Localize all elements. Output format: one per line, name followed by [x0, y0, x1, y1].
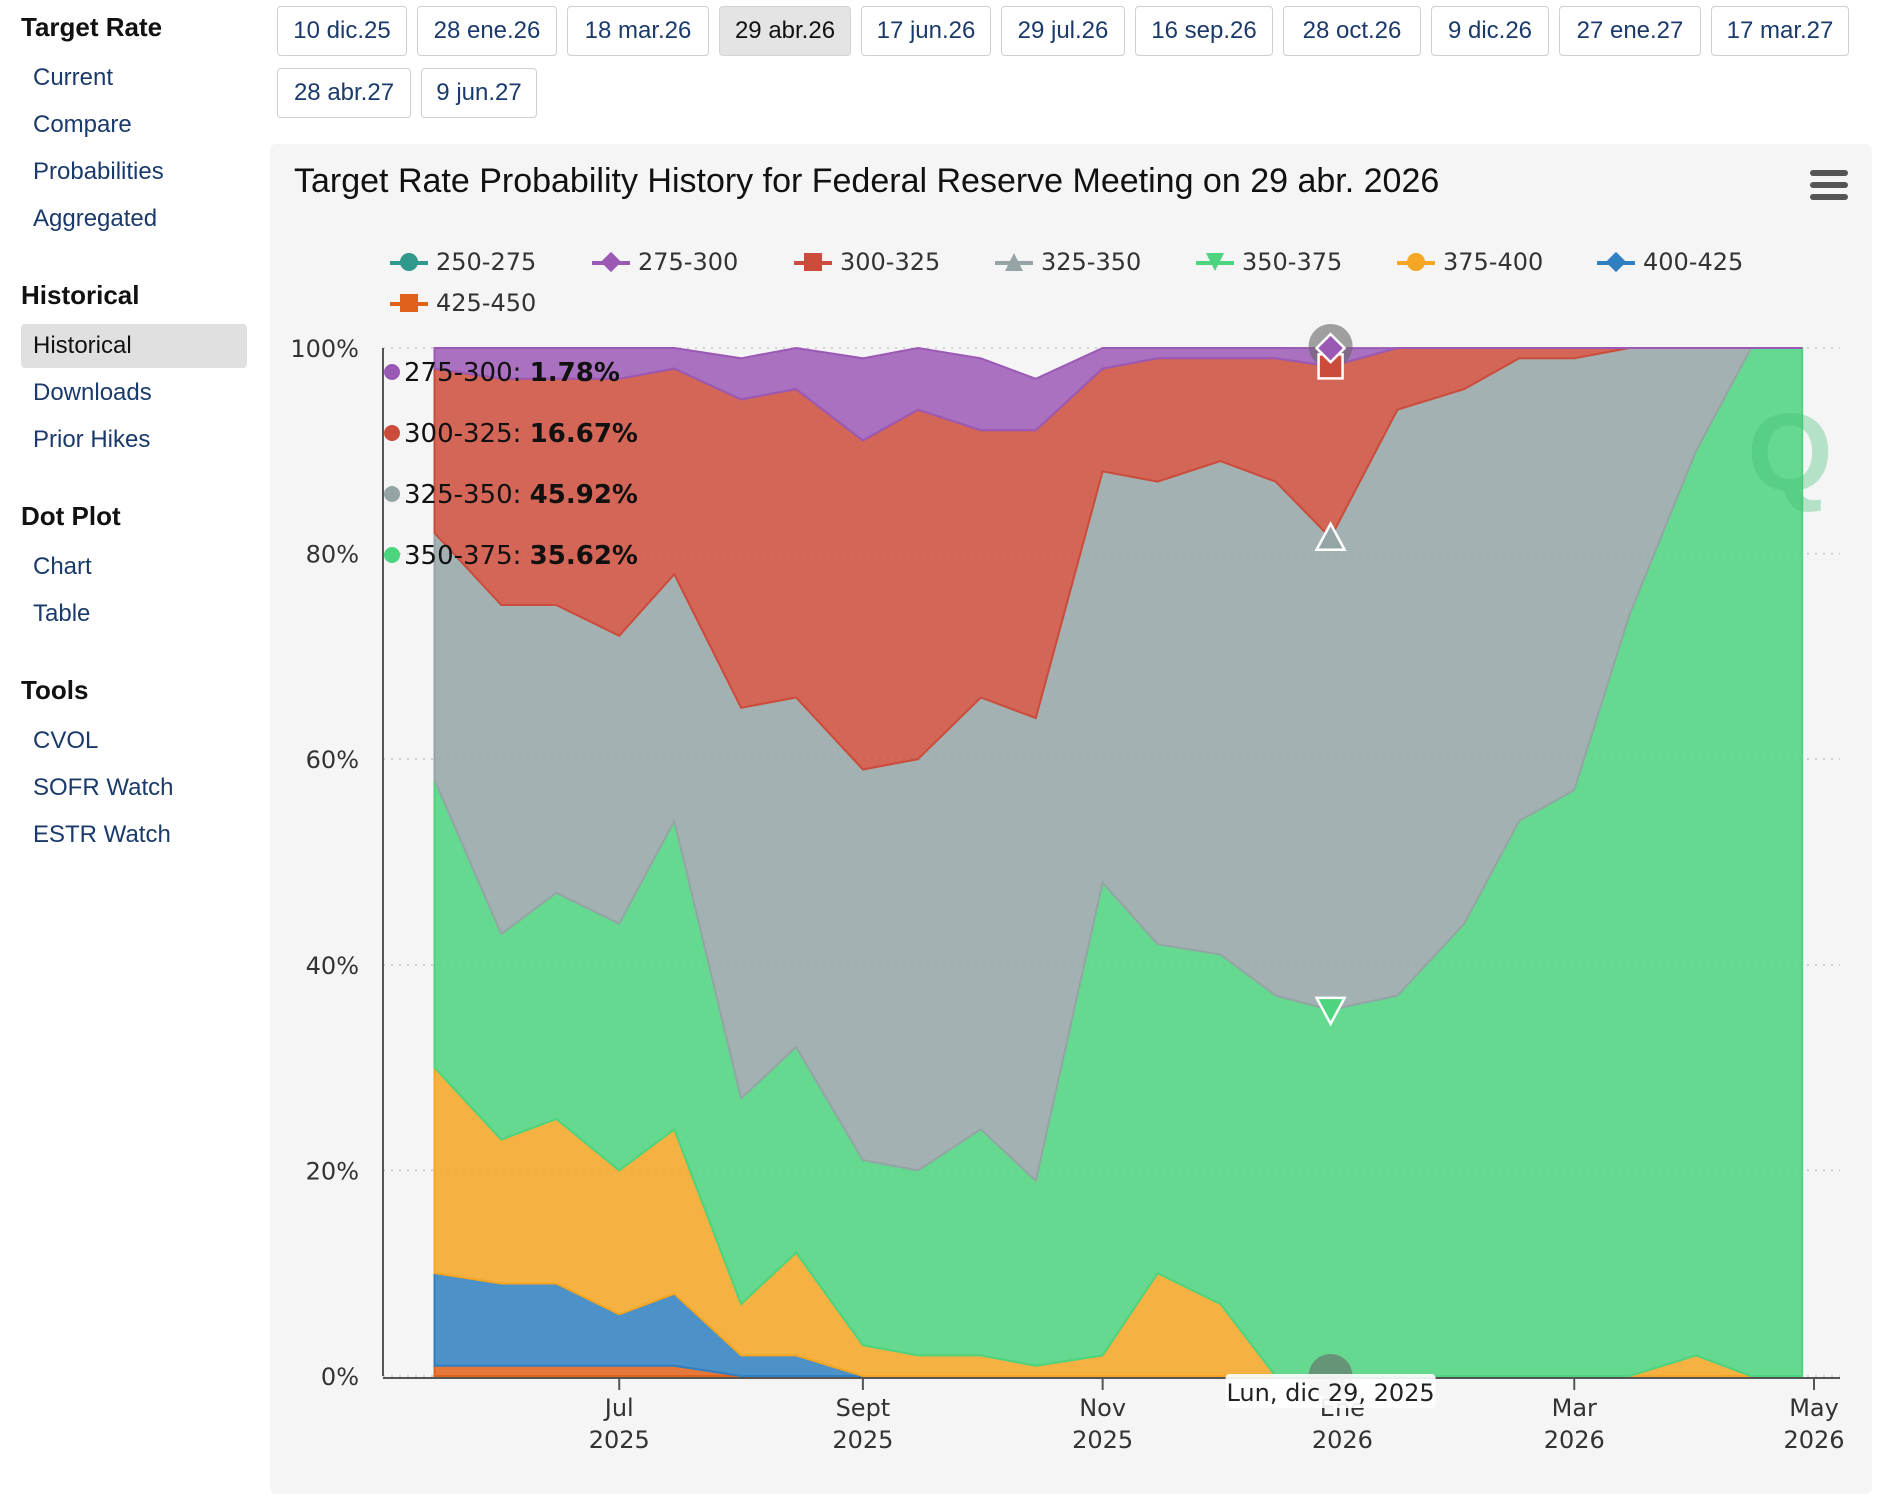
x-tick-label: 2026 — [1783, 1426, 1844, 1454]
sidebar-item-cvol[interactable]: CVOL — [33, 727, 99, 754]
tooltip-dot-icon — [384, 364, 400, 380]
sidebar-item-estr-watch[interactable]: ESTR Watch — [33, 821, 171, 848]
sidebar-item-probabilities[interactable]: Probabilities — [33, 158, 164, 185]
y-tick-label: 100% — [290, 335, 359, 363]
hamburger-menu-icon[interactable] — [1810, 170, 1848, 202]
tab-18-mar-26[interactable]: 18 mar.26 — [567, 6, 709, 56]
sidebar-section-dot-plot: Dot Plot — [21, 501, 121, 531]
x-tick-label: Jul — [603, 1394, 634, 1422]
y-tick-label: 20% — [306, 1157, 359, 1185]
legend-item-325-350[interactable]: 325-350 — [995, 248, 1141, 276]
sidebar-item-downloads[interactable]: Downloads — [33, 379, 152, 406]
hover-date-label: Lun, dic 29, 2025 — [1226, 1379, 1434, 1407]
legend-label: 425-450 — [436, 289, 537, 317]
tab-17-jun-26[interactable]: 17 jun.26 — [861, 6, 991, 56]
sidebar-section-tools: Tools — [21, 675, 89, 705]
250-275-legend-marker-icon — [390, 253, 428, 271]
tooltip-entry: 275-300: 1.78% — [404, 358, 620, 388]
sidebar-item-historical[interactable]: Historical — [21, 324, 247, 368]
425-450-legend-marker-icon — [390, 294, 428, 312]
q-logo-icon: Q — [1747, 391, 1833, 514]
legend-item-250-275[interactable]: 250-275 — [390, 248, 536, 276]
y-tick-label: 80% — [306, 541, 359, 569]
400-425-legend-marker-icon — [1597, 251, 1635, 273]
legend-label: 325-350 — [1041, 248, 1142, 276]
tab-28-oct-26[interactable]: 28 oct.26 — [1283, 6, 1421, 56]
sidebar-section-historical: Historical — [21, 280, 140, 310]
tab-28-abr-27[interactable]: 28 abr.27 — [277, 68, 411, 118]
legend-item-375-400[interactable]: 375-400 — [1397, 248, 1543, 276]
x-tick-label: Sept — [836, 1394, 891, 1422]
legend-item-275-300[interactable]: 275-300 — [592, 248, 738, 276]
x-tick-label: 2026 — [1544, 1426, 1605, 1454]
sidebar-item-compare[interactable]: Compare — [33, 111, 132, 138]
tab-27-ene-27[interactable]: 27 ene.27 — [1559, 6, 1701, 56]
legend-item-300-325[interactable]: 300-325 — [794, 248, 940, 276]
tab-17-mar-27[interactable]: 17 mar.27 — [1711, 6, 1849, 56]
y-tick-label: 0% — [321, 1363, 359, 1391]
275-300-legend-marker-icon — [592, 251, 630, 273]
x-tick-label: 2026 — [1312, 1426, 1373, 1454]
legend-item-350-375[interactable]: 350-375 — [1196, 248, 1342, 276]
y-tick-label: 40% — [306, 952, 359, 980]
325-350-legend-marker-icon — [995, 253, 1033, 271]
series-area-275-300[interactable] — [433, 346, 1803, 442]
sidebar-item-aggregated[interactable]: Aggregated — [33, 205, 158, 232]
x-tick-label: 2025 — [832, 1426, 893, 1454]
legend-label: 275-300 — [638, 248, 739, 276]
350-375-legend-marker-icon — [1196, 253, 1234, 271]
hover-marker-275-300 — [1314, 332, 1347, 364]
sidebar-item-prior-hikes[interactable]: Prior Hikes — [33, 426, 151, 453]
sidebar-item-current[interactable]: Current — [33, 64, 114, 91]
tab-9-jun-27[interactable]: 9 jun.27 — [421, 68, 537, 118]
tab-28-ene-26[interactable]: 28 ene.26 — [417, 6, 557, 56]
x-tick-label: May — [1789, 1394, 1839, 1422]
legend-label: 350-375 — [1242, 248, 1343, 276]
chart-title: Target Rate Probability History for Fede… — [294, 162, 1440, 200]
tab-16-sep-26[interactable]: 16 sep.26 — [1135, 6, 1273, 56]
legend-label: 250-275 — [436, 248, 537, 276]
sidebar-item-chart[interactable]: Chart — [33, 553, 92, 580]
sidebar-section-target-rate: Target Rate — [21, 12, 163, 42]
sidebar-item-sofr-watch[interactable]: SOFR Watch — [33, 774, 174, 801]
sidebar-item-table[interactable]: Table — [33, 600, 91, 627]
legend-item-425-450[interactable]: 425-450 — [390, 289, 536, 317]
hover-date-box — [1225, 1374, 1436, 1408]
legend-label: 400-425 — [1643, 248, 1744, 276]
tooltip-dot-icon — [384, 425, 400, 441]
x-tick-label: Nov — [1079, 1394, 1126, 1422]
tab-29-abr-26[interactable]: 29 abr.26 — [719, 6, 851, 56]
hover-marker-350-375 — [1314, 996, 1347, 1027]
tooltip-entry: 350-375: 35.62% — [404, 541, 638, 571]
legend-label: 375-400 — [1443, 248, 1544, 276]
legend-label: 300-325 — [840, 248, 941, 276]
tooltip-dot-icon — [384, 547, 400, 563]
375-400-legend-marker-icon — [1397, 253, 1435, 271]
y-tick-label: 60% — [306, 746, 359, 774]
300-325-legend-marker-icon — [794, 253, 832, 271]
tab-29-jul-26[interactable]: 29 jul.26 — [1001, 6, 1125, 56]
tooltip-dot-icon — [384, 486, 400, 502]
tooltip-entry: 325-350: 45.92% — [404, 480, 638, 510]
hover-marker-325-350 — [1314, 521, 1347, 552]
tab-10-dic-25[interactable]: 10 dic.25 — [277, 6, 407, 56]
tab-9-dic-26[interactable]: 9 dic.26 — [1431, 6, 1549, 56]
x-tick-label: 2025 — [589, 1426, 650, 1454]
legend-item-400-425[interactable]: 400-425 — [1597, 248, 1743, 276]
tooltip-entry: 300-325: 16.67% — [404, 419, 638, 449]
x-tick-label: Mar — [1552, 1394, 1597, 1422]
x-tick-label: 2025 — [1072, 1426, 1133, 1454]
